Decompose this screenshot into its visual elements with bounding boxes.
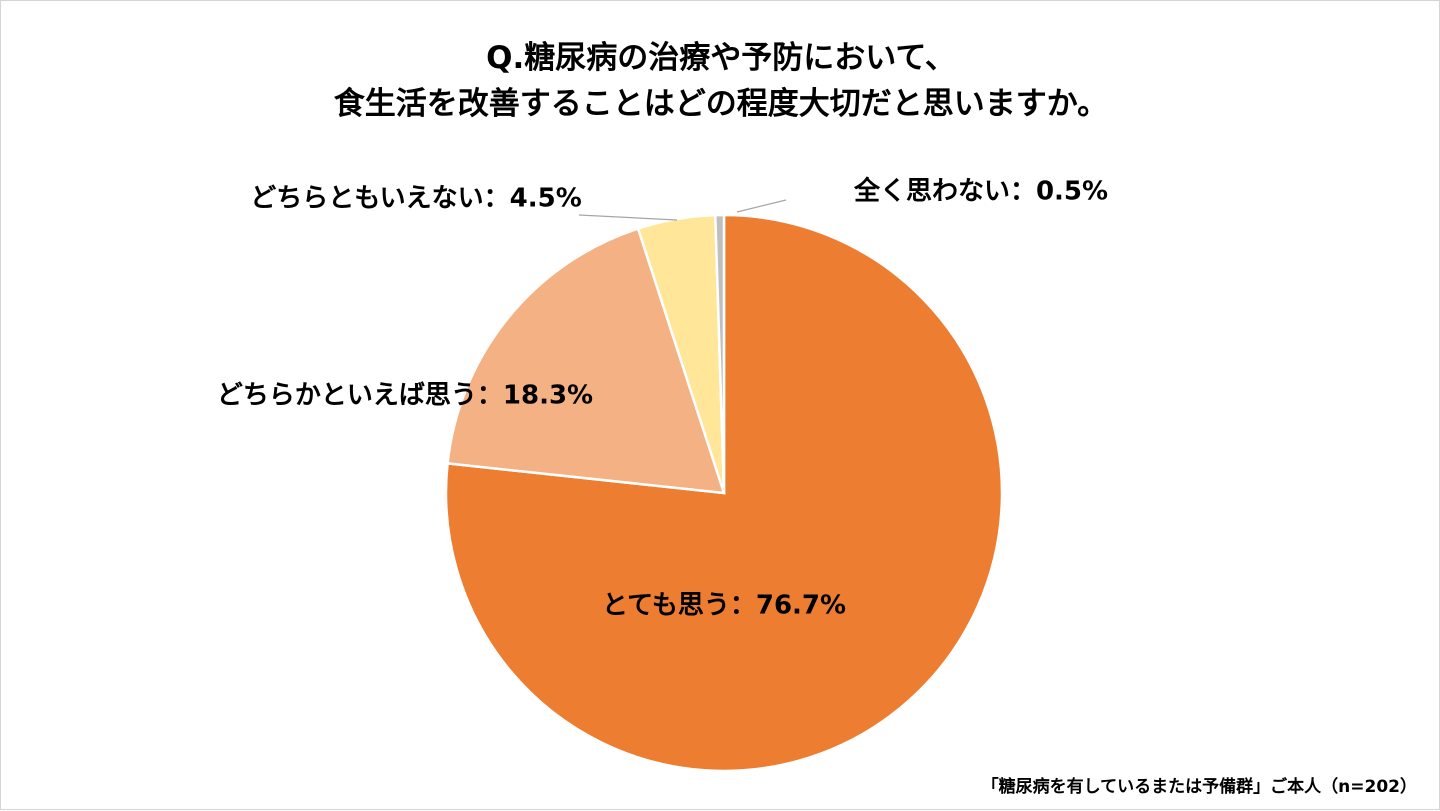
leader-line-4 (736, 199, 787, 213)
pie-slice-2 (446, 227, 726, 495)
slice-label-1: とても思う：76.7% (602, 591, 846, 621)
leader-line-3 (578, 214, 678, 221)
sample-footnote: 「糖尿病を有しているまたは予備群」ご本人（n=202） (981, 777, 1417, 797)
slice-label-2: どちらかといえば思う：18.3% (217, 381, 593, 411)
pie-slice-4 (713, 213, 726, 494)
slice-labels-layer: とても思う：76.7% どちらかといえば思う：18.3% どちらともいえない：4.5… (217, 176, 1108, 621)
slices-layer (444, 213, 1004, 773)
slice-label-4: 全く思わない：0.5% (853, 176, 1108, 207)
slice-label-3: どちらともいえない：4.5% (250, 184, 582, 214)
leader-lines-layer (578, 199, 787, 221)
chart-title: Q.糖尿病の治療や予防において、 食生活を改善することはどの程度大切だと思います… (1, 35, 1440, 127)
pie-slice-1 (444, 213, 1004, 773)
chart-title-line-1: Q.糖尿病の治療や予防において、 (486, 40, 956, 76)
chart-title-line-2: 食生活を改善することはどの程度大切だと思いますか。 (333, 86, 1109, 122)
